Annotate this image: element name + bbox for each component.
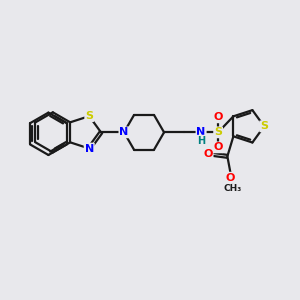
Text: O: O: [203, 149, 213, 159]
Text: N: N: [85, 143, 94, 154]
Text: N: N: [196, 127, 206, 137]
Text: N: N: [119, 127, 129, 137]
Text: O: O: [213, 112, 223, 122]
Text: S: S: [214, 127, 222, 137]
Text: O: O: [213, 142, 223, 152]
Text: S: S: [85, 111, 93, 121]
Text: H: H: [197, 136, 205, 146]
Text: O: O: [226, 173, 235, 183]
Text: S: S: [260, 121, 268, 131]
Text: CH₃: CH₃: [224, 184, 242, 193]
